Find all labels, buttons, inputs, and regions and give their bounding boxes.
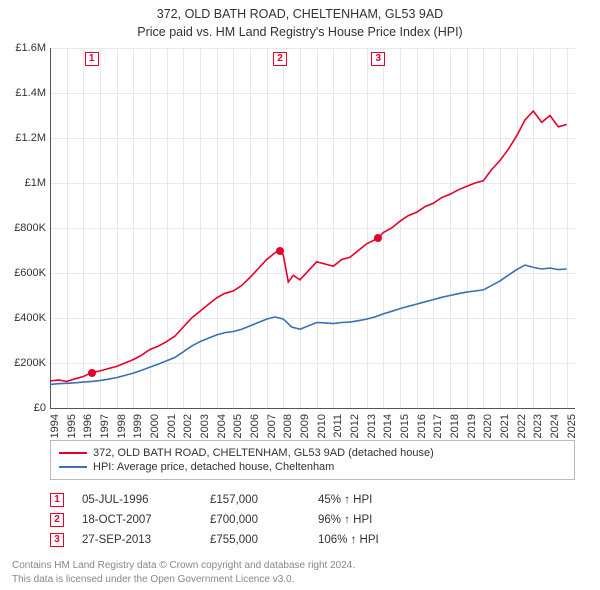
marker-label-3: 3	[371, 52, 385, 66]
x-tick-label: 2020	[482, 414, 484, 438]
x-tick-label: 2002	[182, 414, 184, 438]
x-tick-label: 2022	[516, 414, 518, 438]
y-tick-label: £200K	[2, 357, 46, 369]
x-tick-label: 2010	[316, 414, 318, 438]
x-tick-label: 2000	[149, 414, 151, 438]
series-svg	[50, 48, 575, 408]
y-tick-label: £0	[2, 402, 46, 414]
series-property	[50, 111, 567, 381]
legend-label-hpi: HPI: Average price, detached house, Chel…	[93, 461, 334, 473]
x-tick-label: 1999	[132, 414, 134, 438]
x-tick-label: 2001	[166, 414, 168, 438]
x-tick-label: 2012	[349, 414, 351, 438]
sales-row: 3 27-SEP-2013 £755,000 106% ↑ HPI	[50, 530, 575, 550]
x-tick-label: 2025	[566, 414, 568, 438]
legend-swatch-property	[59, 452, 87, 454]
y-tick-label: £1M	[2, 177, 46, 189]
x-tick-label: 2005	[232, 414, 234, 438]
x-tick-label: 2008	[282, 414, 284, 438]
y-tick-label: £800K	[2, 222, 46, 234]
x-tick-label: 2019	[466, 414, 468, 438]
marker-label-1: 1	[85, 52, 99, 66]
x-tick-label: 2021	[499, 414, 501, 438]
y-tick-label: £1.2M	[2, 132, 46, 144]
x-tick-label: 2007	[266, 414, 268, 438]
series-hpi	[50, 265, 567, 384]
sales-price: £157,000	[210, 494, 300, 506]
x-tick-label: 1996	[82, 414, 84, 438]
marker-label-2: 2	[273, 52, 287, 66]
x-tick-label: 2017	[432, 414, 434, 438]
legend-label-property: 372, OLD BATH ROAD, CHELTENHAM, GL53 9AD…	[93, 447, 434, 459]
sales-marker: 3	[50, 533, 64, 547]
footer-line-1: Contains HM Land Registry data © Crown c…	[12, 559, 355, 573]
sales-pct: 106% ↑ HPI	[318, 534, 428, 546]
legend-row-hpi: HPI: Average price, detached house, Chel…	[59, 460, 566, 474]
x-tick-label: 2018	[449, 414, 451, 438]
x-tick-label: 1998	[116, 414, 118, 438]
sales-date: 18-OCT-2007	[82, 514, 192, 526]
x-tick-label: 2011	[332, 414, 334, 438]
x-axis	[50, 408, 575, 409]
x-tick-label: 2023	[532, 414, 534, 438]
x-tick-label: 1997	[99, 414, 101, 438]
sales-price: £755,000	[210, 534, 300, 546]
chart-area: £0£200K£400K£600K£800K£1M£1.2M£1.4M£1.6M…	[50, 48, 575, 408]
sales-marker: 1	[50, 493, 64, 507]
y-tick-label: £1.4M	[2, 87, 46, 99]
chart-container: 372, OLD BATH ROAD, CHELTENHAM, GL53 9AD…	[0, 0, 600, 590]
x-tick-label: 1994	[49, 414, 51, 438]
plot-region: £0£200K£400K£600K£800K£1M£1.2M£1.4M£1.6M…	[50, 48, 575, 408]
footer: Contains HM Land Registry data © Crown c…	[12, 559, 355, 586]
sales-pct: 96% ↑ HPI	[318, 514, 428, 526]
x-tick-label: 2016	[416, 414, 418, 438]
legend-swatch-hpi	[59, 466, 87, 468]
x-tick-label: 2003	[199, 414, 201, 438]
x-tick-label: 1995	[66, 414, 68, 438]
x-tick-label: 2015	[399, 414, 401, 438]
sales-date: 27-SEP-2013	[82, 534, 192, 546]
marker-dot-2	[276, 247, 284, 255]
legend: 372, OLD BATH ROAD, CHELTENHAM, GL53 9AD…	[50, 440, 575, 480]
legend-row-property: 372, OLD BATH ROAD, CHELTENHAM, GL53 9AD…	[59, 446, 566, 460]
marker-dot-3	[374, 234, 382, 242]
x-tick-label: 2006	[249, 414, 251, 438]
sales-marker: 2	[50, 513, 64, 527]
title-line-1: 372, OLD BATH ROAD, CHELTENHAM, GL53 9AD	[0, 6, 600, 24]
sales-row: 2 18-OCT-2007 £700,000 96% ↑ HPI	[50, 510, 575, 530]
sales-row: 1 05-JUL-1996 £157,000 45% ↑ HPI	[50, 490, 575, 510]
footer-line-2: This data is licensed under the Open Gov…	[12, 573, 355, 587]
sales-table: 1 05-JUL-1996 £157,000 45% ↑ HPI 2 18-OCT-200…	[50, 490, 575, 550]
sales-price: £700,000	[210, 514, 300, 526]
y-tick-label: £400K	[2, 312, 46, 324]
sales-date: 05-JUL-1996	[82, 494, 192, 506]
sales-pct: 45% ↑ HPI	[318, 494, 428, 506]
x-tick-label: 2024	[549, 414, 551, 438]
title-line-2: Price paid vs. HM Land Registry's House …	[0, 24, 600, 42]
x-tick-label: 2009	[299, 414, 301, 438]
marker-dot-1	[88, 369, 96, 377]
bottom-block: 372, OLD BATH ROAD, CHELTENHAM, GL53 9AD…	[50, 440, 575, 550]
y-tick-label: £600K	[2, 267, 46, 279]
title-block: 372, OLD BATH ROAD, CHELTENHAM, GL53 9AD…	[0, 0, 600, 41]
y-tick-label: £1.6M	[2, 42, 46, 54]
x-tick-label: 2013	[366, 414, 368, 438]
x-tick-label: 2014	[382, 414, 384, 438]
x-tick-label: 2004	[216, 414, 218, 438]
